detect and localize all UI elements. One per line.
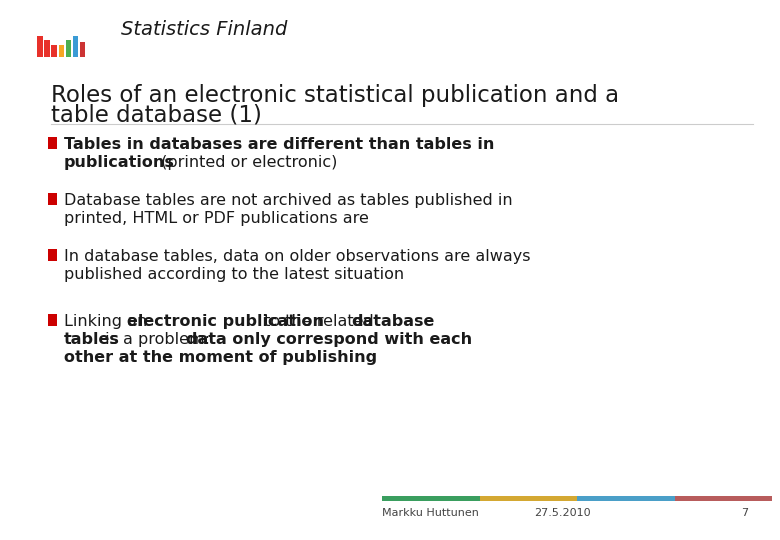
Bar — [382, 496, 480, 501]
Text: publications: publications — [64, 155, 175, 170]
Bar — [44, 40, 50, 57]
Text: (printed or electronic): (printed or electronic) — [156, 155, 338, 170]
Text: other at the moment of publishing: other at the moment of publishing — [64, 350, 377, 365]
Bar — [51, 45, 57, 57]
Text: 27.5.2010: 27.5.2010 — [534, 508, 591, 518]
Bar — [73, 36, 78, 57]
Text: Database tables are not archived as tables published in: Database tables are not archived as tabl… — [64, 193, 512, 208]
Text: table database (1): table database (1) — [51, 104, 261, 127]
Text: 7: 7 — [741, 508, 748, 518]
Bar — [66, 40, 71, 57]
Text: Markku Huttunen: Markku Huttunen — [382, 508, 479, 518]
Text: In database tables, data on older observations are always: In database tables, data on older observ… — [64, 249, 530, 265]
Bar — [37, 36, 43, 57]
Bar — [48, 193, 57, 205]
Text: published according to the latest situation: published according to the latest situat… — [64, 267, 404, 282]
Text: printed, HTML or PDF publications are: printed, HTML or PDF publications are — [64, 211, 369, 226]
Text: data only correspond with each: data only correspond with each — [186, 332, 472, 347]
Text: Roles of an electronic statistical publication and a: Roles of an electronic statistical publi… — [51, 84, 619, 107]
Bar — [80, 42, 85, 57]
Bar — [48, 314, 57, 326]
Bar — [48, 137, 57, 149]
Bar — [58, 45, 64, 57]
Text: to the related: to the related — [260, 314, 379, 329]
Text: is a problem:: is a problem: — [100, 332, 215, 347]
Bar — [577, 496, 675, 501]
Text: Tables in databases are different than tables in: Tables in databases are different than t… — [64, 137, 495, 152]
Text: tables: tables — [64, 332, 120, 347]
Text: Statistics Finland: Statistics Finland — [121, 20, 287, 39]
Bar — [675, 496, 772, 501]
Bar — [480, 496, 577, 501]
Text: electronic publication: electronic publication — [127, 314, 324, 329]
Text: database: database — [351, 314, 434, 329]
Text: Linking an: Linking an — [64, 314, 152, 329]
Bar — [48, 249, 57, 261]
